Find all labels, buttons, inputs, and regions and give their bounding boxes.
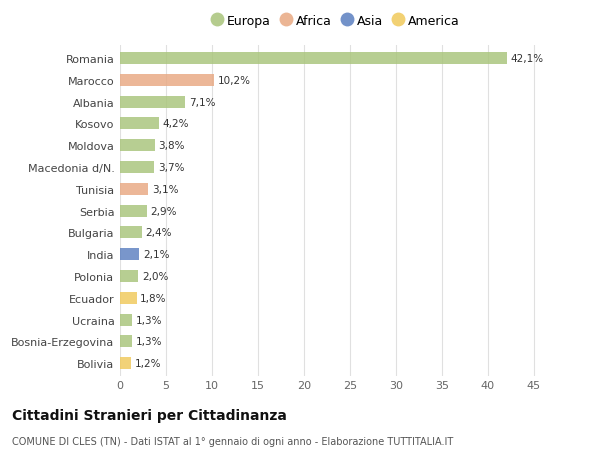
Bar	[120, 96, 185, 108]
Text: 3,8%: 3,8%	[158, 141, 185, 151]
Text: 3,7%: 3,7%	[158, 162, 184, 173]
Bar	[120, 53, 507, 65]
Text: 1,2%: 1,2%	[135, 358, 161, 368]
Text: 10,2%: 10,2%	[217, 76, 250, 86]
Text: 2,0%: 2,0%	[142, 271, 169, 281]
Text: 2,9%: 2,9%	[151, 206, 177, 216]
Text: 2,1%: 2,1%	[143, 250, 169, 260]
Text: 1,3%: 1,3%	[136, 315, 162, 325]
Text: COMUNE DI CLES (TN) - Dati ISTAT al 1° gennaio di ogni anno - Elaborazione TUTTI: COMUNE DI CLES (TN) - Dati ISTAT al 1° g…	[12, 436, 453, 446]
Legend: Europa, Africa, Asia, America: Europa, Africa, Asia, America	[209, 12, 463, 30]
Bar	[120, 227, 142, 239]
Bar	[120, 270, 139, 282]
Bar	[120, 249, 139, 261]
Bar	[120, 205, 146, 217]
Bar	[120, 118, 158, 130]
Text: 4,2%: 4,2%	[162, 119, 189, 129]
Text: 2,4%: 2,4%	[146, 228, 172, 238]
Bar	[120, 162, 154, 174]
Text: 1,8%: 1,8%	[140, 293, 167, 303]
Text: 1,3%: 1,3%	[136, 336, 162, 347]
Text: Cittadini Stranieri per Cittadinanza: Cittadini Stranieri per Cittadinanza	[12, 409, 287, 422]
Bar	[120, 358, 131, 369]
Bar	[120, 184, 148, 196]
Text: 7,1%: 7,1%	[189, 97, 215, 107]
Bar	[120, 314, 132, 326]
Bar	[120, 336, 132, 347]
Bar	[120, 140, 155, 152]
Bar	[120, 75, 214, 87]
Text: 3,1%: 3,1%	[152, 185, 179, 195]
Bar	[120, 292, 137, 304]
Text: 42,1%: 42,1%	[511, 54, 544, 64]
